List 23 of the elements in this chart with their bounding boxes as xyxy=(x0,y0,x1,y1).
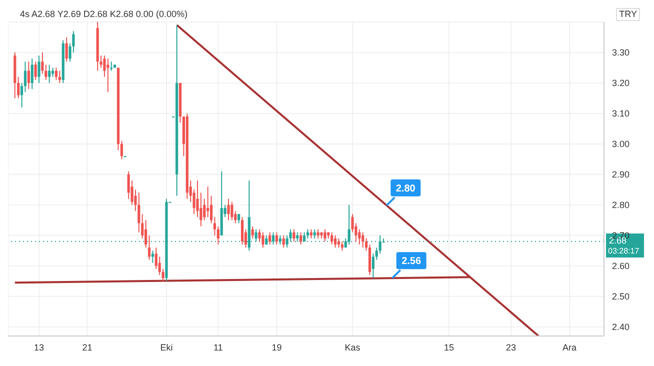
x-tick-label: 11 xyxy=(213,342,223,352)
x-tick-label: 19 xyxy=(272,342,282,352)
text: 03:28:17 xyxy=(608,246,640,256)
y-tick-label: 3.10 xyxy=(612,108,630,119)
x-tick-label: 15 xyxy=(444,342,454,352)
annotation: 2.80 xyxy=(396,183,416,194)
y-tick-label: 3.00 xyxy=(612,139,630,150)
y-tick-label: 2.50 xyxy=(612,292,630,302)
annotation: 2.56 xyxy=(402,256,422,268)
x-tick-label: Eki xyxy=(160,342,173,352)
y-tick-label: 3.30 xyxy=(612,48,630,58)
y-tick-label: 3.20 xyxy=(612,78,630,88)
text: TRY xyxy=(616,8,640,21)
x-tick-label: 23 xyxy=(506,342,516,352)
x-tick-label: 21 xyxy=(82,342,92,352)
x-tick-label: Kas xyxy=(344,342,361,352)
x-tick-label: Ara xyxy=(562,342,577,352)
chart-subtitle: 4s A2.68 Y2.69 D2.68 K2.68 0.00 (0.00%) xyxy=(19,8,188,20)
x-tick-label: 13 xyxy=(34,342,44,352)
y-tick-label: 2.90 xyxy=(612,170,630,180)
y-tick-label: 2.80 xyxy=(612,200,630,210)
y-tick-label: 2.60 xyxy=(612,261,630,272)
y-tick-label: 2.40 xyxy=(612,322,630,332)
